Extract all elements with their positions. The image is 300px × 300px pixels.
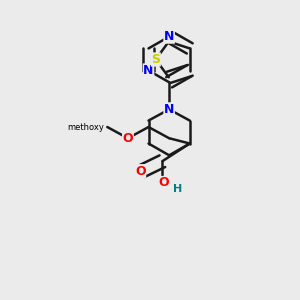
Text: O: O [135, 165, 146, 178]
Text: S: S [151, 53, 160, 66]
Text: H: H [173, 184, 182, 194]
Text: O: O [158, 176, 169, 190]
Text: O: O [123, 132, 133, 145]
Text: N: N [164, 30, 174, 43]
Text: methoxy: methoxy [67, 122, 104, 131]
Text: N: N [164, 103, 174, 116]
Text: N: N [143, 64, 154, 77]
